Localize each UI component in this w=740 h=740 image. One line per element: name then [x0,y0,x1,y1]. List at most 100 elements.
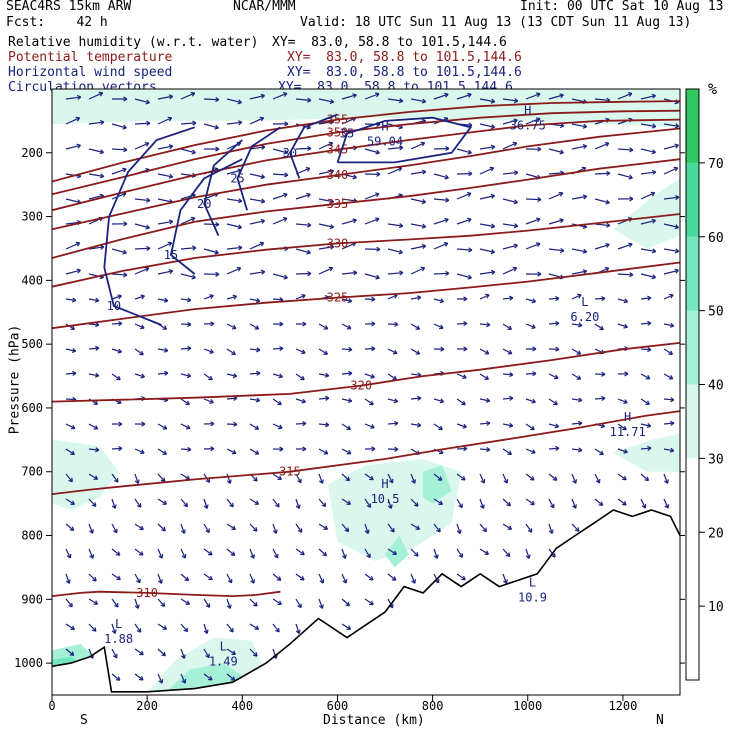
wind-vector [272,548,279,559]
wind-vector [88,523,94,534]
wind-contour-10 [103,126,195,326]
wind-vector [88,447,100,453]
wind-vector [157,144,174,150]
wind-vector [663,248,680,254]
wind-vector [433,473,443,481]
wind-vector [663,473,669,484]
wind-vector [111,272,128,278]
wind-vector [433,346,445,352]
theta-contour-330 [52,213,680,288]
wind-vector [341,397,353,404]
field-name-theta: Potential temperature [8,50,173,65]
wind-vector [318,198,335,204]
wind-vector [134,197,151,203]
wind-vector [410,395,422,401]
wind-vector [479,473,486,484]
wind-vector [226,348,236,356]
wind-vector [295,398,306,404]
wind-vector [180,345,192,351]
wind-vector [479,223,496,229]
wind-vector [157,173,174,179]
wind-vector [479,498,485,509]
wind-vector [318,573,325,584]
wind-vector [617,323,628,329]
wind-vector [387,270,404,276]
rh-shading [52,89,680,128]
wind-vector [295,623,301,634]
wind-vector [111,421,123,427]
theta-contour-340 [52,127,680,231]
wind-vector [456,321,468,327]
theta-contour-label: 335 [327,197,349,211]
wind-vector [410,573,417,584]
wind-vector [134,498,142,508]
theta-contour-325 [52,261,680,330]
wind-vector [364,446,376,452]
wind-vector [157,598,166,608]
theta-contour-label: 330 [327,236,349,250]
wind-vector [663,373,674,380]
wind-contour-label: 10 [107,299,121,313]
wind-vector [571,447,583,453]
wind-vector [663,420,675,426]
wind-vector [249,370,261,376]
wind-vector [88,148,105,155]
wind-vector [341,598,350,607]
wind-vector [226,323,237,330]
wind-vector [272,473,282,481]
wind-vector [88,372,100,378]
wind-vector [548,346,560,352]
x-tick-label: 800 [422,699,444,713]
wind-vector [387,373,397,381]
extremum-label: L10.9 [518,576,547,605]
wind-vector [318,98,335,105]
wind-vector [157,241,173,250]
wind-vector [226,266,242,275]
wind-vector [640,445,652,451]
wind-vector [410,198,427,205]
y-tick-label: 400 [21,273,43,287]
wind-vector [318,598,324,609]
wind-vector [663,123,680,129]
wind-vector [640,398,650,405]
wind-vector [203,373,213,381]
wind-vector [502,118,518,125]
wind-vector [594,473,601,484]
wind-vector [387,498,393,509]
wind-vector [617,196,634,202]
wind-vector [364,548,371,559]
wind-vector [410,473,416,484]
wind-vector [387,573,397,581]
wind-vector [249,269,266,275]
wind-vector [203,648,210,659]
wind-vector [203,421,215,427]
colorbar-bin [686,89,699,163]
wind-vector [525,473,535,481]
extremum-label: L1.88 [104,617,133,646]
wind-vector [617,173,633,180]
wind-vector [295,573,305,581]
wind-vector [594,222,611,228]
wind-vector [226,245,243,251]
wind-vector [295,523,303,533]
wind-vector [180,473,191,480]
wind-vector [88,91,104,100]
wind-vector [479,322,491,328]
extremum-label: L1.49 [209,640,238,669]
field-name-rh: Relative humidity (w.r.t. water) [8,35,259,50]
wind-vector [341,523,350,533]
wind-vector [295,473,302,484]
colorbar-tick-label: 40 [708,379,724,394]
wind-vector [410,295,422,301]
colorbar-bin [686,384,699,459]
wind-vector [410,223,427,229]
wind-vector [111,221,128,227]
wind-vector [180,523,186,534]
wind-vector [502,323,512,330]
wind-vector [226,523,236,530]
wind-vector [157,623,168,630]
extremum-label: L6.20 [570,295,599,324]
wind-vector [157,347,169,353]
wind-vector [157,423,168,430]
y-tick-label: 600 [21,401,43,415]
